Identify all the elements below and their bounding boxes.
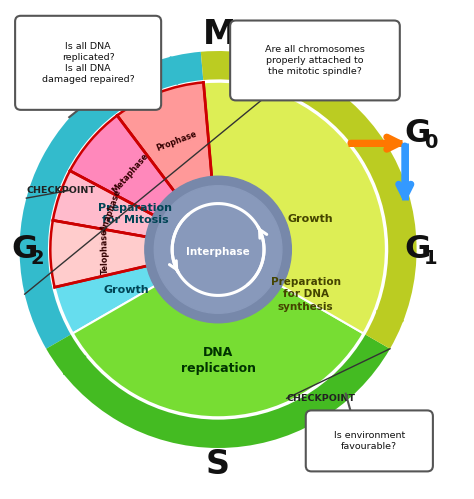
Wedge shape [73,280,364,417]
Wedge shape [203,82,386,333]
Polygon shape [60,344,86,374]
Text: Interphase: Interphase [186,247,250,257]
FancyBboxPatch shape [306,410,433,472]
Wedge shape [53,171,218,250]
Text: G: G [405,234,431,265]
Text: Preparation
for DNA
synthesis: Preparation for DNA synthesis [271,277,340,312]
Circle shape [145,176,292,323]
Text: Growth: Growth [287,214,333,224]
Text: DNA
replication: DNA replication [181,346,255,375]
Text: CHECKPOINT: CHECKPOINT [273,87,341,96]
Text: Growth: Growth [103,284,149,295]
Text: Anaphase: Anaphase [100,188,123,233]
Wedge shape [201,51,417,349]
Wedge shape [46,334,390,448]
FancyBboxPatch shape [230,20,400,100]
Text: CHECKPOINT: CHECKPOINT [27,186,96,195]
Polygon shape [170,57,199,84]
Text: G: G [11,234,37,265]
Text: 1: 1 [424,249,438,267]
Text: Preparation
for Mitosis: Preparation for Mitosis [99,203,173,225]
Text: Telophase: Telophase [100,229,109,274]
Text: CHECKPOINT: CHECKPOINT [287,394,356,403]
Circle shape [155,186,282,313]
Text: Is all DNA
replicated?
Is all DNA
damaged repaired?: Is all DNA replicated? Is all DNA damage… [42,42,135,84]
Wedge shape [50,82,213,333]
Text: G: G [405,118,431,149]
Text: Is environment
favourable?: Is environment favourable? [334,431,405,451]
Text: S: S [206,448,230,481]
Text: Metaphase: Metaphase [111,152,151,195]
Polygon shape [377,310,403,339]
Text: Prophase: Prophase [155,130,198,153]
Text: 2: 2 [30,249,44,267]
Text: Are all chromosomes
properly attached to
the mitotic spindle?: Are all chromosomes properly attached to… [265,45,365,76]
Text: M: M [202,18,236,51]
FancyBboxPatch shape [15,16,161,110]
Wedge shape [50,221,218,287]
Text: 0: 0 [424,133,438,152]
Wedge shape [70,115,218,250]
Wedge shape [117,82,218,250]
Wedge shape [19,52,203,349]
